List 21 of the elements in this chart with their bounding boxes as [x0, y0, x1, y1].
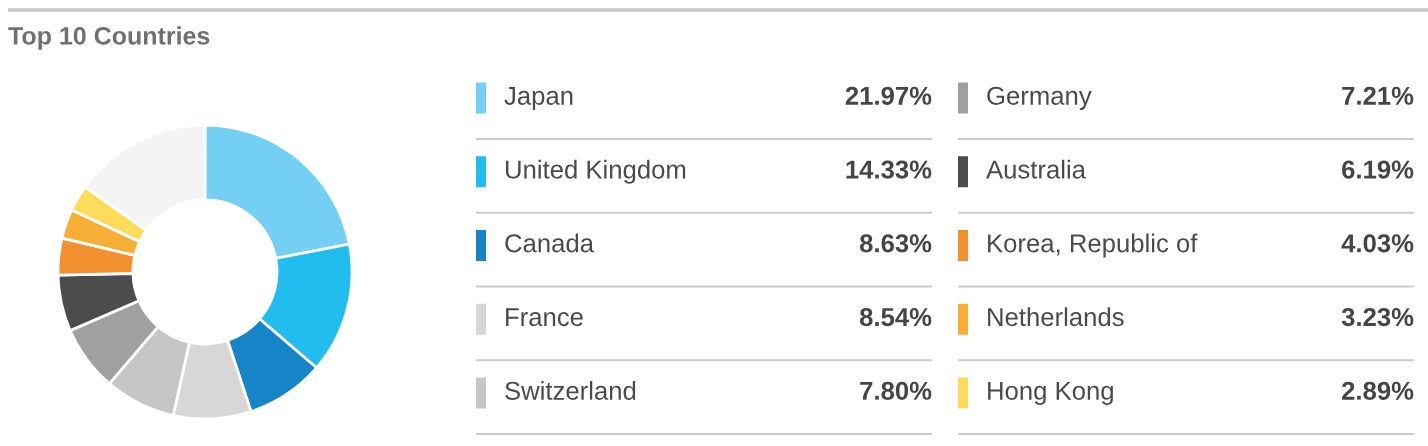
- legend-label: Netherlands: [988, 307, 1124, 327]
- data-label: 7.21%: [1342, 86, 1414, 105]
- data-label: 7.80%: [860, 381, 932, 400]
- data-label: 2.89%: [1342, 381, 1414, 400]
- legend-label: Japan: [504, 86, 573, 110]
- legend-label: Switzerland: [505, 381, 636, 400]
- data-label: 21.97%: [845, 86, 932, 105]
- legend-label: France: [506, 308, 583, 327]
- legend-label: Germany: [987, 86, 1092, 110]
- legend-label: Hong Kong: [988, 381, 1113, 405]
- legend-label: Canada: [505, 233, 594, 253]
- data-label: 6.19%: [1342, 160, 1414, 179]
- chart-title: Top 10 Countries: [8, 26, 210, 50]
- legend-label: Australia: [986, 159, 1086, 179]
- legend-label: Korea, Republic of: [988, 233, 1198, 258]
- legend-label: United Kingdom: [505, 159, 686, 184]
- data-label: 14.33%: [846, 160, 932, 179]
- data-label: 8.63%: [859, 234, 932, 253]
- data-label: 8.54%: [859, 307, 932, 327]
- data-label: 3.23%: [1341, 307, 1414, 327]
- data-label: 4.03%: [1341, 234, 1414, 253]
